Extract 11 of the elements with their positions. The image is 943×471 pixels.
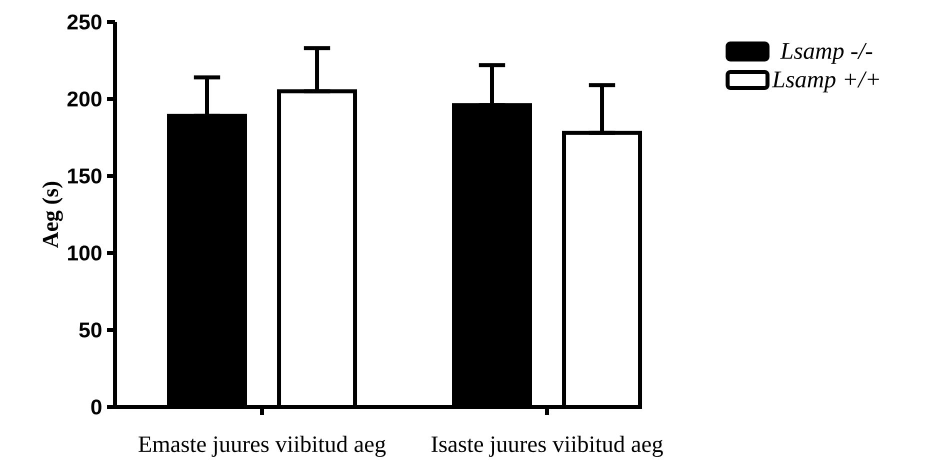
y-tick-label: 200 <box>67 91 102 107</box>
y-tick-label: 250 <box>67 14 102 30</box>
y-tick-label: 50 <box>79 322 102 338</box>
y-tick-label: 150 <box>68 168 102 184</box>
legend-label: Lsamp -/- <box>780 42 872 64</box>
legend-label: Lsamp +/+ <box>772 71 879 92</box>
x-tick-label: Emaste juures viibitud aeg <box>138 436 386 457</box>
x-tick-label: Isaste juures viibitud aeg <box>432 436 663 457</box>
y-tick-label: 100 <box>68 245 102 261</box>
y-tick-label: 0 <box>91 399 102 415</box>
y-axis-title: Aeg (s) <box>42 182 63 248</box>
